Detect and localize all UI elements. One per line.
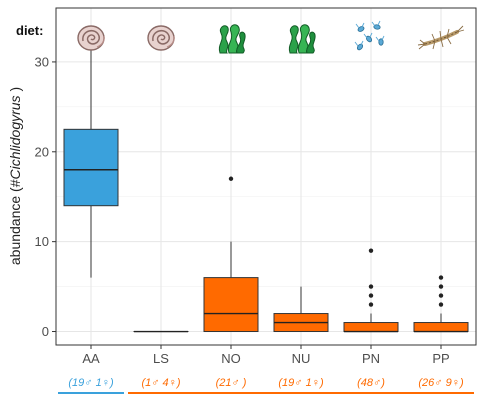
plot-panel-border (55, 7, 477, 346)
x-axis: AA LS NO NU PN PP (82, 345, 450, 366)
outlier-point (438, 275, 444, 280)
box-pp (413, 275, 469, 333)
green-algae-icon (218, 24, 246, 54)
box-no (203, 176, 259, 333)
y-tick-label: 10 (35, 234, 49, 249)
y-axis-label-genus: Cichlidogyrus (7, 95, 23, 179)
sample-size-label: (21♂ ) (216, 377, 247, 389)
y-axis-label: abundance (#Cichlidogyrus ) (7, 87, 23, 265)
snail-shell-icon (147, 25, 175, 51)
x-tick-label: PP (432, 351, 449, 366)
sample-size-label: (19♂ 1♀) (278, 377, 324, 389)
box-iqr (203, 277, 259, 333)
outlier-point (228, 176, 234, 181)
insect-larva-icon (417, 25, 465, 50)
outlier-point (368, 293, 374, 298)
x-tick-label: NU (292, 351, 311, 366)
outlier-point (368, 284, 374, 289)
outlier-point (368, 302, 374, 307)
snail-shell-icon (77, 25, 105, 51)
outlier-point (438, 302, 444, 307)
sample-size-label: (26♂ 9♀) (418, 377, 464, 389)
x-tick-label: LS (153, 351, 169, 366)
box-iqr (343, 322, 399, 333)
y-axis-label-suffix: ) (7, 87, 23, 96)
box-pn (343, 248, 399, 333)
box-series (63, 43, 469, 333)
sample-size-labels: (19♂ 1♀) (1♂ 4♀) (21♂ ) (19♂ 1♀) (48♂) (26♂ 9… (68, 377, 464, 389)
y-axis: 0 10 20 30 (35, 54, 56, 339)
box-nu (273, 286, 329, 333)
sample-size-label: (48♂) (357, 377, 385, 389)
zooplankton-icon (354, 20, 385, 51)
y-tick-label: 30 (35, 54, 49, 69)
box-iqr (413, 322, 469, 333)
diet-label: diet: (16, 23, 43, 38)
sample-size-label: (1♂ 4♀) (141, 377, 180, 389)
outlier-point (368, 248, 374, 253)
outlier-point (438, 293, 444, 298)
box-aa (63, 43, 119, 278)
green-algae-icon (288, 24, 316, 54)
sample-size-label: (19♂ 1♀) (68, 377, 114, 389)
y-tick-label: 20 (35, 144, 49, 159)
y-axis-label-prefix: abundance (# (7, 179, 23, 265)
x-tick-label: PN (362, 351, 380, 366)
outlier-point (438, 284, 444, 289)
y-tick-label: 0 (42, 324, 49, 339)
x-tick-label: AA (82, 351, 100, 366)
x-tick-label: NO (221, 351, 241, 366)
diet-icons (77, 20, 465, 54)
box-iqr (63, 128, 119, 207)
